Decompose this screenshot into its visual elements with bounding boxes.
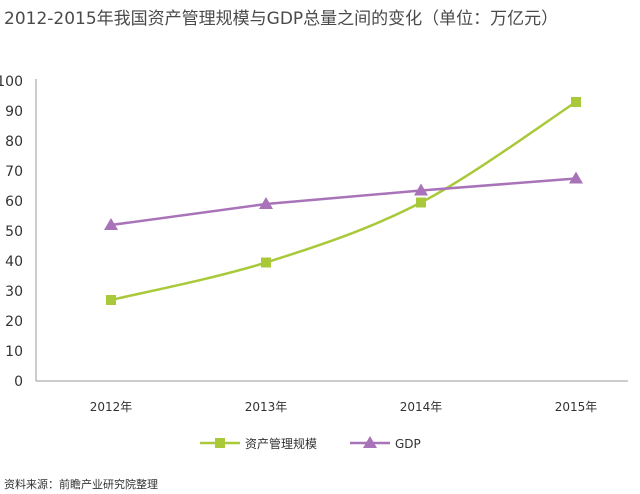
y-tick-label: 70 (5, 164, 23, 180)
x-axis-ticks: 2012年 2013年 2014年 2015年 (90, 400, 598, 414)
source-note: 资料来源：前瞻产业研究院整理 (4, 478, 158, 491)
series-line (110, 177, 577, 227)
data-point-square (571, 97, 581, 107)
y-tick-label: 40 (5, 254, 23, 270)
legend-label: 资产管理规模 (245, 436, 317, 451)
series-1 (106, 97, 581, 305)
x-tick-label: 2015年 (555, 400, 598, 414)
series-line (110, 100, 577, 302)
axes (35, 79, 628, 382)
data-point-triangle (414, 183, 428, 196)
x-tick-label: 2012年 (90, 400, 133, 414)
y-axis-ticks: 0 10 20 30 40 50 60 70 80 90 100 (0, 74, 23, 390)
legend-label: GDP (395, 437, 421, 451)
y-tick-label: 0 (14, 374, 23, 390)
data-point-triangle (569, 171, 583, 184)
legend-square-marker (215, 438, 225, 448)
legend-triangle-marker (363, 436, 377, 448)
y-tick-label: 90 (5, 104, 23, 120)
y-tick-label: 20 (5, 314, 23, 330)
y-tick-label: 100 (0, 74, 23, 90)
legend: 资产管理规模 GDP (200, 436, 421, 451)
series-2 (104, 171, 583, 230)
series-group (104, 97, 583, 305)
chart-title: 2012-2015年我国资产管理规模与GDP总量之间的变化（单位：万亿元） (4, 9, 559, 29)
y-tick-label: 30 (5, 284, 23, 300)
y-tick-label: 50 (5, 224, 23, 240)
data-point-square (416, 197, 426, 208)
y-tick-label: 10 (5, 344, 23, 360)
y-tick-label: 60 (5, 194, 23, 210)
data-point-triangle (259, 197, 273, 209)
y-tick-label: 80 (5, 134, 23, 150)
data-point-triangle (104, 218, 118, 230)
x-tick-label: 2013年 (245, 400, 288, 414)
data-point-square (106, 295, 116, 305)
legend-item: 资产管理规模 (200, 436, 317, 451)
legend-item: GDP (350, 436, 421, 451)
x-tick-label: 2014年 (400, 400, 443, 414)
data-point-square (261, 257, 271, 268)
